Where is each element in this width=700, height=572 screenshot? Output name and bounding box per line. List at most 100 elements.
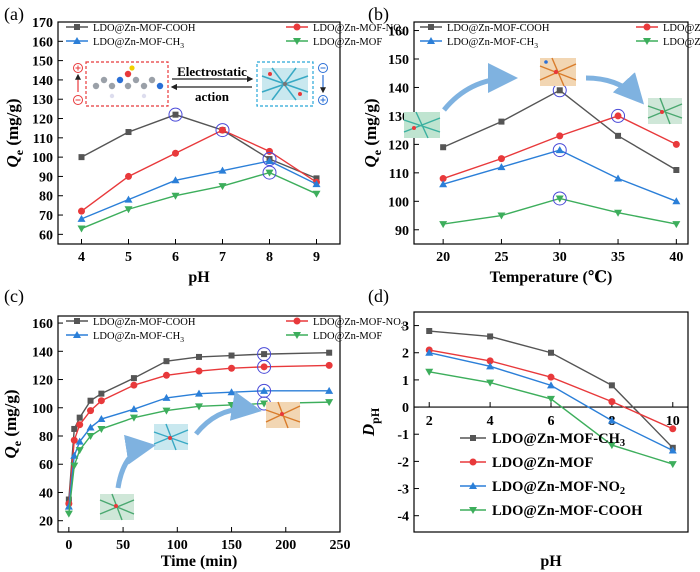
y-axis-title-symbol: Q — [3, 155, 22, 167]
plot-frame — [413, 311, 689, 533]
data-point — [425, 368, 434, 376]
legend-label-main: LDO@Zn-MOF-NO — [313, 317, 401, 328]
data-point — [547, 395, 555, 403]
data-point — [125, 172, 132, 180]
arrow-icon — [585, 72, 645, 105]
legend-label: LDO@Zn-MOF-NO2 — [313, 23, 405, 36]
legend-marker — [293, 38, 301, 45]
legend-label-subscript: 3 — [180, 41, 184, 50]
y-tick-label: 3 — [402, 320, 409, 335]
y-tick-label: 120 — [32, 374, 53, 389]
y-tick-label: 150 — [32, 55, 53, 70]
molecule-icon — [92, 65, 164, 99]
y-tick-label: 110 — [33, 132, 53, 147]
y-tick-label: -3 — [397, 483, 409, 498]
y-tick-label: -4 — [397, 510, 409, 525]
arrow-icon — [194, 391, 262, 436]
data-point — [163, 358, 170, 365]
data-point — [313, 175, 320, 182]
data-point — [130, 375, 137, 382]
x-tick-label: 7 — [219, 250, 226, 265]
y-tick-label: 90 — [395, 224, 409, 239]
data-point — [162, 407, 171, 415]
data-point — [86, 433, 95, 440]
mof-structure-icon — [153, 423, 189, 451]
data-point — [555, 146, 564, 154]
y-tick-label: 110 — [389, 167, 409, 182]
data-point — [608, 382, 615, 389]
data-point — [70, 462, 79, 470]
y-tick-label: 150 — [388, 53, 409, 68]
data-point — [668, 446, 677, 454]
mof-structure-icon — [647, 97, 683, 125]
y-axis-title-symbol: Q — [1, 446, 20, 458]
data-point — [312, 190, 321, 198]
data-point — [608, 398, 616, 406]
data-point — [672, 221, 681, 229]
y-axis-title-unit: (mg/g) — [1, 389, 20, 440]
legend-label-subscript: 2 — [401, 27, 405, 36]
legend-label: LDO@Zn-MOF-COOH — [93, 23, 196, 34]
x-axis-title: pH — [540, 553, 562, 570]
panel-label: (a) — [4, 4, 24, 25]
positive-charge-icon — [73, 63, 83, 105]
highlight-ring — [262, 152, 277, 167]
data-point — [76, 421, 84, 429]
data-point — [325, 399, 334, 407]
y-axis-title: Qe (mg/g) — [3, 98, 26, 167]
data-point — [260, 386, 269, 394]
x-tick-label: 8 — [266, 250, 273, 265]
data-point — [124, 195, 133, 203]
time-illustration — [99, 391, 301, 521]
data-point — [486, 379, 495, 387]
legend-label-subscript: 3 — [620, 438, 625, 449]
legend-label: LDO@Zn-MOF — [492, 455, 593, 471]
series-line — [81, 171, 317, 230]
electrostatic-inset: Electrostatic action — [73, 61, 328, 107]
data-point — [265, 156, 274, 164]
legend-label: LDO@Zn-MOF-CH3 — [492, 431, 625, 449]
data-point — [130, 381, 138, 389]
data-point — [615, 132, 622, 139]
series-line — [81, 129, 317, 212]
data-point — [70, 451, 79, 459]
highlight-ring — [611, 108, 626, 123]
data-point — [668, 461, 677, 469]
legend-label: LDO@Zn-MOF — [313, 37, 382, 48]
x-axis-title: Temperature (℃) — [490, 269, 613, 286]
data-point — [97, 425, 106, 433]
legend-label-subscript: 2 — [401, 321, 405, 330]
arrow-icon — [442, 63, 518, 112]
negative-charge-icon — [318, 63, 328, 105]
y-tick-label: 60 — [39, 228, 53, 243]
data-point — [547, 373, 555, 381]
y-axis-title-subscript: e — [370, 149, 384, 155]
mof-structure-icon — [261, 67, 309, 101]
x-tick-label: 5 — [125, 250, 132, 265]
data-point — [325, 361, 333, 369]
x-axis-title: Time (min) — [161, 553, 238, 570]
y-tick-label: 120 — [388, 138, 409, 153]
legend-label: LDO@Zn-MOF-COOH — [93, 317, 196, 328]
series-line — [68, 364, 330, 504]
y-tick-label: 120 — [32, 113, 53, 128]
data-point — [218, 166, 227, 174]
legend-label: LDO@Zn-MOF-COOH — [492, 503, 643, 519]
y-tick-label: 60 — [39, 458, 53, 473]
data-point — [97, 397, 105, 405]
data-point — [71, 425, 78, 432]
data-point — [98, 390, 105, 397]
series-line — [442, 89, 677, 171]
data-point — [228, 364, 236, 372]
y-tick-label: 130 — [388, 110, 409, 125]
x-tick-label: 30 — [553, 250, 567, 265]
data-point — [78, 207, 85, 215]
annotation-electrostatic: Electrostatic — [177, 64, 247, 79]
data-point — [219, 126, 226, 134]
legend-marker — [469, 507, 477, 514]
mof-structure-icon — [99, 493, 135, 521]
legend-label: LDO@Zn-MOF — [663, 37, 700, 48]
panel-label: (d) — [368, 286, 389, 307]
plot-frame — [413, 21, 689, 245]
data-point — [265, 169, 274, 177]
